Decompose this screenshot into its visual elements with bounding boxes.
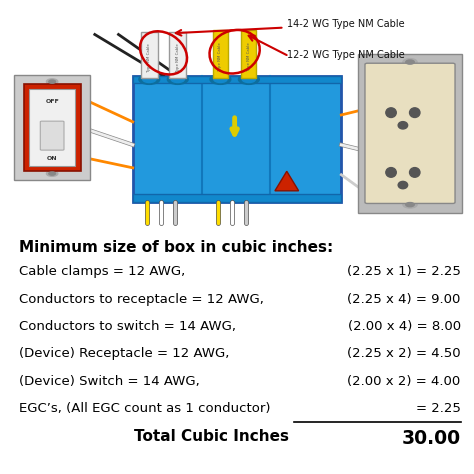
Text: 30.00: 30.00 [401, 429, 461, 448]
Ellipse shape [398, 122, 408, 129]
Circle shape [406, 60, 414, 64]
FancyBboxPatch shape [241, 30, 256, 78]
Text: (Device) Switch = 14 AWG,: (Device) Switch = 14 AWG, [19, 374, 200, 388]
Text: Conductors to switch = 14 AWG,: Conductors to switch = 14 AWG, [19, 320, 236, 333]
FancyBboxPatch shape [40, 121, 64, 150]
Ellipse shape [398, 182, 408, 189]
FancyBboxPatch shape [133, 76, 341, 83]
Text: (2.25 x 4) = 9.00: (2.25 x 4) = 9.00 [347, 292, 461, 306]
Text: Type NM Cable: Type NM Cable [147, 43, 151, 72]
Circle shape [171, 76, 184, 82]
Text: (2.25 x 2) = 4.50: (2.25 x 2) = 4.50 [347, 347, 461, 360]
Text: Total Cubic Inches: Total Cubic Inches [134, 429, 289, 444]
Circle shape [143, 76, 156, 82]
Circle shape [46, 79, 58, 84]
Circle shape [139, 74, 160, 84]
Circle shape [49, 172, 55, 175]
FancyBboxPatch shape [14, 75, 90, 181]
Circle shape [403, 59, 417, 65]
Text: (2.00 x 4) = 8.00: (2.00 x 4) = 8.00 [347, 320, 461, 333]
Text: Type NM Cable: Type NM Cable [176, 43, 180, 72]
Ellipse shape [386, 168, 396, 177]
Circle shape [49, 80, 55, 83]
Text: EGC’s, (All EGC count as 1 conductor): EGC’s, (All EGC count as 1 conductor) [19, 402, 271, 415]
FancyBboxPatch shape [29, 89, 75, 166]
Text: 14-2 WG Type NM Cable: 14-2 WG Type NM Cable [287, 19, 404, 29]
FancyBboxPatch shape [169, 32, 186, 78]
FancyBboxPatch shape [133, 76, 341, 202]
Text: Type NM Cable: Type NM Cable [219, 42, 222, 71]
Polygon shape [275, 171, 299, 191]
FancyBboxPatch shape [358, 54, 462, 213]
Text: (2.00 x 2) = 4.00: (2.00 x 2) = 4.00 [347, 374, 461, 388]
FancyBboxPatch shape [133, 194, 341, 202]
Circle shape [238, 74, 259, 84]
Ellipse shape [386, 108, 396, 118]
Text: OFF: OFF [45, 99, 59, 104]
FancyBboxPatch shape [24, 84, 81, 171]
FancyBboxPatch shape [213, 30, 228, 78]
Text: Conductors to receptacle = 12 AWG,: Conductors to receptacle = 12 AWG, [19, 292, 264, 306]
Circle shape [167, 74, 188, 84]
FancyBboxPatch shape [141, 32, 158, 78]
Ellipse shape [410, 168, 420, 177]
Circle shape [242, 76, 255, 82]
Circle shape [406, 202, 414, 207]
Ellipse shape [410, 108, 420, 118]
Text: Minimum size of box in cubic inches:: Minimum size of box in cubic inches: [19, 240, 333, 255]
Text: (2.25 x 1) = 2.25: (2.25 x 1) = 2.25 [347, 265, 461, 278]
Text: Type NM Cable: Type NM Cable [247, 42, 251, 71]
Circle shape [210, 74, 231, 84]
FancyBboxPatch shape [365, 63, 455, 203]
Text: Cable clamps = 12 AWG,: Cable clamps = 12 AWG, [19, 265, 185, 278]
Text: (Device) Receptacle = 12 AWG,: (Device) Receptacle = 12 AWG, [19, 347, 229, 360]
Circle shape [214, 76, 227, 82]
Circle shape [46, 171, 58, 176]
Text: 12-2 WG Type NM Cable: 12-2 WG Type NM Cable [287, 50, 404, 60]
Circle shape [403, 201, 417, 208]
Text: ON: ON [47, 156, 57, 161]
Text: = 2.25: = 2.25 [416, 402, 461, 415]
